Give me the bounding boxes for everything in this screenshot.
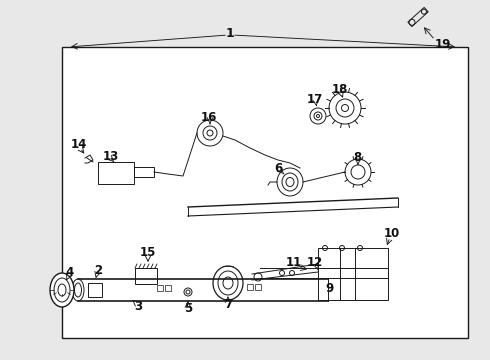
Bar: [255, 284, 261, 290]
Bar: [165, 285, 171, 291]
Bar: [62, 47, 468, 338]
Ellipse shape: [72, 279, 84, 301]
Text: 1: 1: [225, 27, 234, 40]
Text: 7: 7: [224, 298, 232, 311]
Text: 12: 12: [307, 256, 323, 270]
Text: 4: 4: [66, 266, 74, 279]
Text: 6: 6: [274, 162, 282, 175]
Bar: [135, 268, 157, 284]
Bar: [247, 284, 253, 290]
Bar: [88, 283, 102, 297]
Ellipse shape: [213, 266, 243, 300]
Text: 14: 14: [71, 138, 87, 150]
Text: 16: 16: [201, 111, 217, 123]
Text: 8: 8: [353, 150, 361, 163]
Ellipse shape: [50, 273, 74, 307]
Text: 3: 3: [134, 301, 142, 314]
Bar: [98, 162, 134, 184]
Bar: [134, 167, 154, 177]
Text: 2: 2: [94, 264, 102, 276]
Bar: [157, 285, 163, 291]
Bar: [318, 248, 388, 300]
Text: 5: 5: [184, 302, 192, 315]
Text: 18: 18: [332, 82, 348, 95]
Text: 10: 10: [384, 226, 400, 239]
Text: 11: 11: [286, 256, 302, 270]
Text: 17: 17: [307, 93, 323, 105]
Text: 13: 13: [103, 149, 119, 162]
Text: 9: 9: [326, 282, 334, 294]
Text: 19: 19: [435, 37, 451, 50]
Text: 15: 15: [140, 247, 156, 260]
